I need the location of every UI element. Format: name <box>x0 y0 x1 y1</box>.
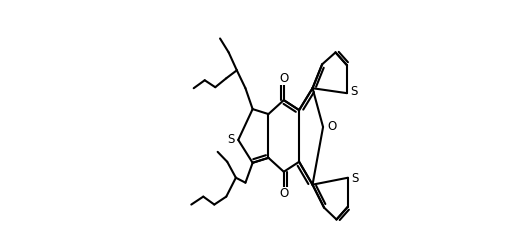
Text: O: O <box>279 72 288 85</box>
Text: O: O <box>279 187 288 200</box>
Text: S: S <box>228 133 235 146</box>
Text: O: O <box>327 120 337 134</box>
Text: S: S <box>351 172 358 185</box>
Text: S: S <box>350 85 357 99</box>
